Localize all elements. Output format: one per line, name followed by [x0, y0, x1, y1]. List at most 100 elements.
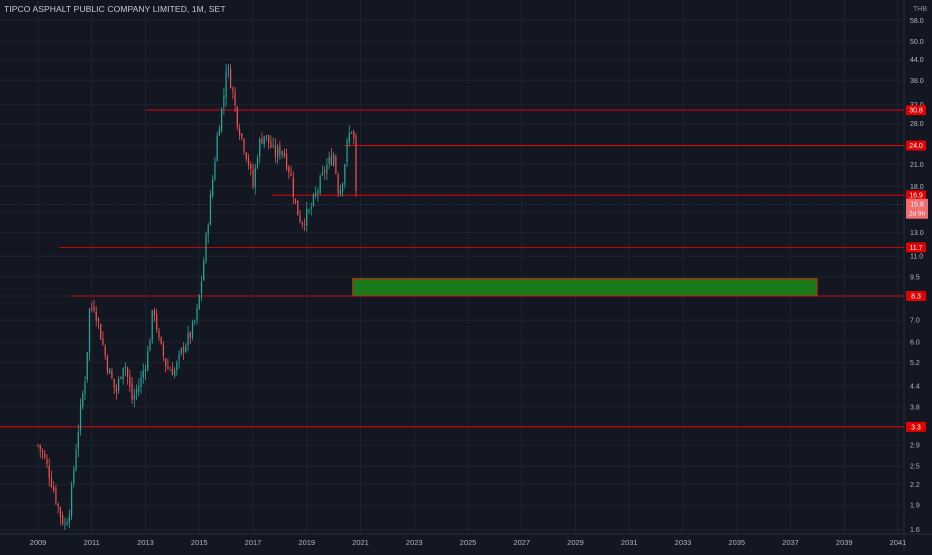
candle-body — [268, 134, 270, 143]
candle-body — [104, 346, 106, 356]
candle-body — [209, 194, 212, 226]
candle-body — [229, 69, 232, 89]
candle-body — [221, 108, 223, 131]
candle-body — [281, 151, 283, 155]
candle-body — [265, 135, 268, 138]
candle-body — [135, 389, 138, 393]
candle-body — [138, 386, 140, 392]
y-tick-label: 28.0 — [910, 121, 924, 128]
candle-body — [39, 445, 41, 451]
level-badge — [906, 421, 926, 432]
y-tick-label: 1.9 — [910, 503, 920, 510]
x-tick-label: 2035 — [728, 538, 745, 547]
candle-body — [169, 370, 171, 371]
candle-body — [259, 138, 261, 158]
candle-body — [341, 183, 344, 192]
candle-body — [95, 312, 97, 321]
candle-body — [214, 161, 216, 180]
candle-body — [232, 88, 234, 91]
price-badges: 30.8 24.0 16.9 11.7 8.3 3.3 15.8 2d 9h — [906, 105, 928, 432]
candle-body — [272, 145, 274, 147]
candle-body — [129, 376, 131, 387]
candle-body — [319, 176, 321, 193]
candle-body — [203, 260, 205, 281]
level-badge-label: 30.8 — [909, 108, 923, 115]
candle-body — [216, 135, 218, 161]
candle-body — [82, 393, 84, 407]
candle-body — [84, 381, 86, 394]
candle-body — [151, 310, 153, 341]
candle-body — [124, 367, 126, 369]
level-badge-label: 3.3 — [911, 424, 921, 431]
candle-body — [290, 173, 292, 176]
candle-body — [270, 141, 272, 148]
last-price-badge — [906, 198, 928, 219]
x-tick-label: 2015 — [191, 538, 208, 547]
candle-body — [97, 318, 100, 322]
candle-body — [243, 139, 245, 152]
candle-body — [348, 132, 350, 143]
candle-body — [88, 308, 91, 353]
candle-body — [118, 378, 120, 391]
candle-body — [133, 394, 135, 400]
candle-body — [308, 209, 310, 212]
y-tick-label: 2.9 — [910, 443, 920, 450]
candle-body — [333, 155, 335, 166]
candle-body — [303, 224, 306, 225]
candle-body — [315, 192, 317, 196]
candle-body — [64, 523, 66, 525]
y-tick-label: 7.0 — [910, 318, 920, 325]
x-tick-label: 2037 — [782, 538, 799, 547]
candle-body — [288, 166, 290, 173]
x-tick-label: 2011 — [84, 538, 100, 547]
candle-body — [263, 136, 265, 145]
candle-body — [120, 376, 122, 379]
candle-body — [261, 138, 263, 144]
candle-body — [44, 454, 46, 458]
candle-body — [160, 337, 162, 344]
x-tick-label: 2039 — [836, 538, 853, 547]
level-badge — [906, 105, 926, 116]
candle-body — [147, 351, 149, 371]
candle-body — [194, 320, 196, 323]
candle-body — [100, 323, 102, 340]
candle-body — [140, 377, 142, 387]
y-tick-label: 9.5 — [910, 274, 920, 281]
y-tick-label: 11.0 — [910, 254, 923, 261]
y-tick-label: 21.0 — [910, 162, 924, 169]
zone — [352, 277, 818, 297]
candle-body — [91, 307, 93, 309]
candle-body — [173, 370, 176, 377]
x-tick-label: 2013 — [137, 538, 154, 547]
candle-body — [131, 384, 133, 401]
candle-body — [317, 190, 319, 194]
candle-body — [50, 478, 53, 487]
candle-body — [53, 486, 55, 491]
last-price-label: 15.8 — [910, 202, 924, 209]
candle-body — [321, 171, 324, 175]
candle-body — [241, 133, 243, 138]
countdown-label: 2d 9h — [909, 211, 926, 218]
candle-body — [86, 352, 88, 380]
candle-body — [106, 356, 109, 373]
candle-body — [205, 234, 207, 262]
candle-body — [306, 209, 308, 226]
candle-body — [162, 344, 165, 357]
candle-body — [66, 522, 68, 525]
candle-body — [149, 340, 151, 352]
x-tick-label: 2023 — [406, 538, 423, 547]
candle-body — [301, 222, 303, 225]
candle-body — [158, 330, 160, 338]
candle-body — [299, 214, 301, 223]
candles — [37, 63, 357, 530]
level-badge-label: 16.9 — [909, 193, 923, 200]
x-tick-label: 2019 — [298, 538, 315, 547]
candle-body — [93, 307, 95, 311]
candle-body — [297, 200, 299, 216]
candle-body — [109, 369, 111, 374]
candle-body — [59, 507, 62, 517]
y-tick-label: 13.0 — [910, 230, 924, 237]
y-tick-label: 1.6 — [910, 527, 920, 534]
